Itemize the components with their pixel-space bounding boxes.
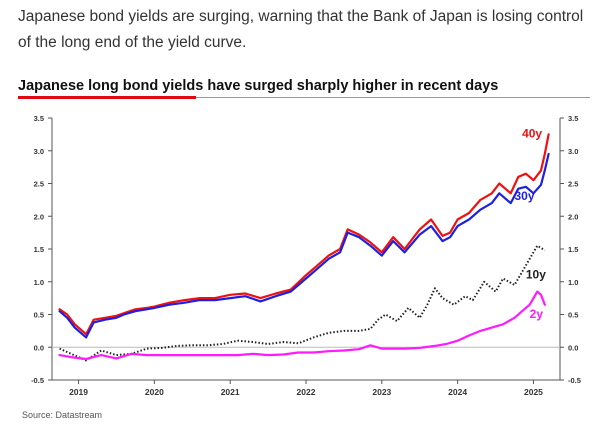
y-tick-label-left: 0.5 <box>34 311 44 320</box>
x-tick-label: 2022 <box>297 387 316 397</box>
y-tick-label-left: 1.0 <box>34 278 44 287</box>
x-tick-label: 2019 <box>69 387 88 397</box>
series-label-30y: 30y <box>515 189 535 203</box>
y-tick-label-left: 2.5 <box>34 180 44 189</box>
series-line-30y <box>58 152 550 339</box>
intro-text: Japanese bond yields are surging, warnin… <box>18 8 584 51</box>
y-tick-label-left: 0.0 <box>34 343 44 352</box>
y-tick-label-left: 2.0 <box>34 212 44 221</box>
series-label-40y: 40y <box>522 127 542 141</box>
y-tick-label-right: 0.5 <box>568 311 578 320</box>
y-tick-label-right: 0.0 <box>568 343 578 352</box>
y-tick-label-right: 3.5 <box>568 114 578 123</box>
chart-axes: -0.5 -0.5 0.0 0.0 0.5 0.5 1.0 1.0 1.5 1.5 2.0 2.0 2.… <box>31 114 581 397</box>
title-underline <box>18 96 196 99</box>
y-tick-label-right: 3.0 <box>568 147 578 156</box>
x-tick-label: 2024 <box>448 387 467 397</box>
y-tick-label-left: 1.5 <box>34 245 44 254</box>
chart-title: Japanese long bond yields have surged sh… <box>18 78 499 94</box>
series-label-2y: 2y <box>530 307 544 321</box>
x-tick-label: 2021 <box>221 387 240 397</box>
series-line-40y <box>58 133 550 336</box>
series-line-10y <box>59 244 546 362</box>
yield-chart: -0.5 -0.5 0.0 0.0 0.5 0.5 1.0 1.0 1.5 1.5 2.0 2.0 2.… <box>31 114 581 397</box>
chart-source: Source: Datastream <box>22 410 103 420</box>
y-tick-label-right: 1.0 <box>568 278 578 287</box>
series-labels: 40y 30y 10y 2y <box>515 127 547 321</box>
title-divider <box>18 97 590 98</box>
x-tick-label: 2023 <box>372 387 391 397</box>
x-tick-label: 2025 <box>524 387 543 397</box>
x-tick-label: 2020 <box>145 387 164 397</box>
series-label-10y: 10y <box>526 267 546 281</box>
chart-series <box>58 133 550 362</box>
y-tick-label-right: 2.5 <box>568 180 578 189</box>
y-tick-label-right: 2.0 <box>568 212 578 221</box>
series-line-2y <box>58 290 546 361</box>
y-tick-label-left: -0.5 <box>31 376 44 385</box>
y-tick-label-left: 3.5 <box>34 114 44 123</box>
y-tick-label-right: 1.5 <box>568 245 578 254</box>
y-tick-label-left: 3.0 <box>34 147 44 156</box>
y-tick-label-right: -0.5 <box>568 376 581 385</box>
